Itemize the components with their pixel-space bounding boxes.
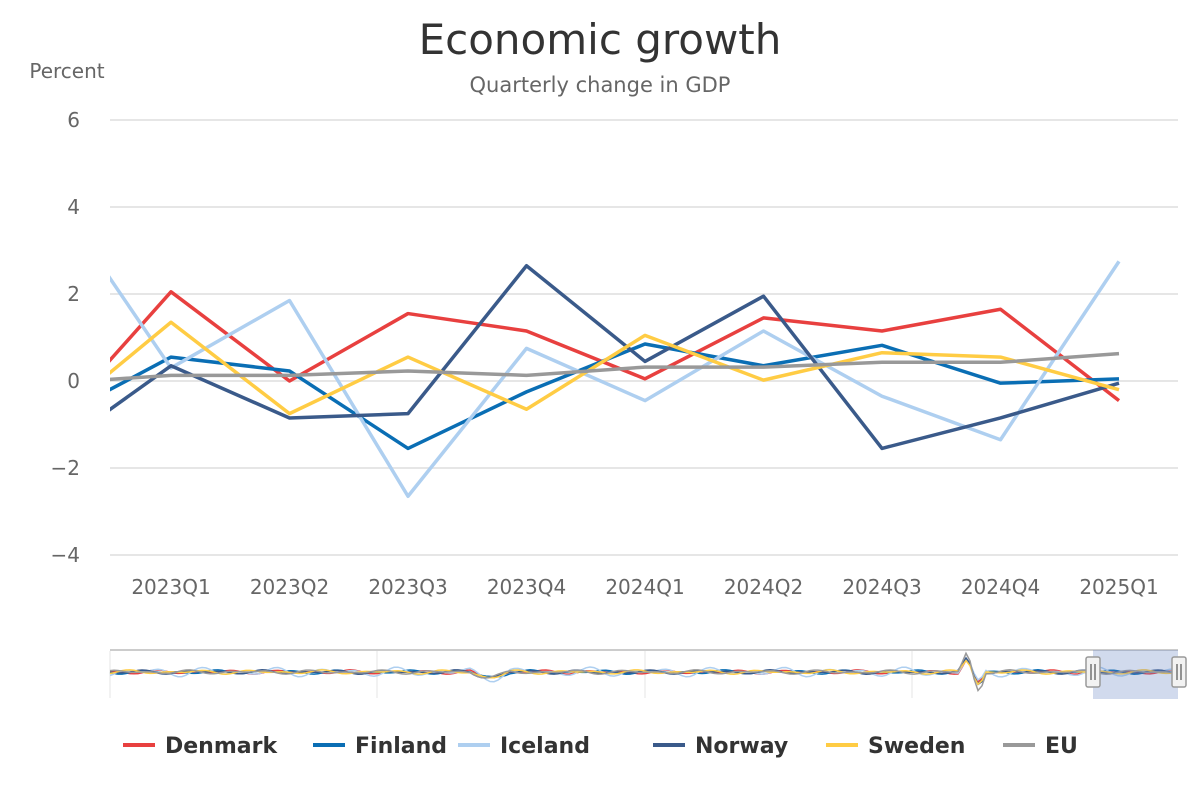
series-line-finland[interactable] — [53, 342, 1120, 451]
legend-item-norway[interactable]: Norway — [653, 734, 788, 759]
y-tick-label: 2 — [67, 282, 80, 306]
y-tick-label: 4 — [67, 195, 80, 219]
y-tick-label: 0 — [67, 369, 80, 393]
legend-item-eu[interactable]: EU — [1003, 734, 1078, 759]
x-tick-label: 2024Q1 — [605, 575, 684, 599]
legend: Denmark Finland Iceland Norway Sweden EU — [123, 734, 1078, 759]
navigator-selected-range[interactable] — [1093, 650, 1178, 699]
legend-label: Norway — [695, 734, 788, 759]
legend-label: Sweden — [868, 734, 965, 759]
y-tick-label: −4 — [51, 543, 80, 567]
legend-label: Denmark — [165, 734, 278, 759]
legend-item-finland[interactable]: Finland — [313, 734, 447, 759]
series-lines — [53, 194, 1121, 499]
legend-item-denmark[interactable]: Denmark — [123, 734, 278, 759]
legend-label: Iceland — [500, 734, 590, 759]
x-tick-label: 2023Q4 — [487, 575, 566, 599]
legend-item-sweden[interactable]: Sweden — [826, 734, 965, 759]
x-tick-label: 2025Q1 — [1079, 575, 1158, 599]
navigator-series-eu — [109, 651, 1175, 692]
x-tick-label: 2023Q1 — [131, 575, 210, 599]
x-tick-label: 2024Q2 — [724, 575, 803, 599]
series-line-eu[interactable] — [53, 351, 1120, 384]
x-tick-label: 2024Q3 — [842, 575, 921, 599]
series-line-iceland[interactable] — [53, 194, 1121, 499]
x-tick-label: 2023Q3 — [368, 575, 447, 599]
navigator-left-handle[interactable] — [1085, 656, 1101, 688]
series-line-denmark[interactable] — [53, 290, 1121, 425]
y-axis-title: Percent — [29, 59, 104, 83]
y-tick-label: −2 — [51, 456, 80, 480]
navigator[interactable] — [109, 649, 1187, 699]
y-tick-label: 6 — [67, 108, 80, 132]
x-axis-labels: 2023Q1 2023Q2 2023Q3 2023Q4 2024Q1 2024Q2 2024… — [131, 575, 1158, 599]
series-line-norway[interactable] — [53, 263, 1120, 451]
x-tick-label: 2023Q2 — [250, 575, 329, 599]
y-axis-labels: 6 4 2 0 −2 −4 — [51, 108, 80, 567]
navigator-right-handle[interactable] — [1171, 656, 1187, 688]
chart-subtitle: Quarterly change in GDP — [470, 73, 731, 97]
legend-label: Finland — [355, 734, 447, 759]
legend-label: EU — [1045, 734, 1078, 759]
chart-title: Economic growth — [419, 15, 782, 64]
legend-item-iceland[interactable]: Iceland — [458, 734, 590, 759]
x-tick-label: 2024Q4 — [961, 575, 1040, 599]
